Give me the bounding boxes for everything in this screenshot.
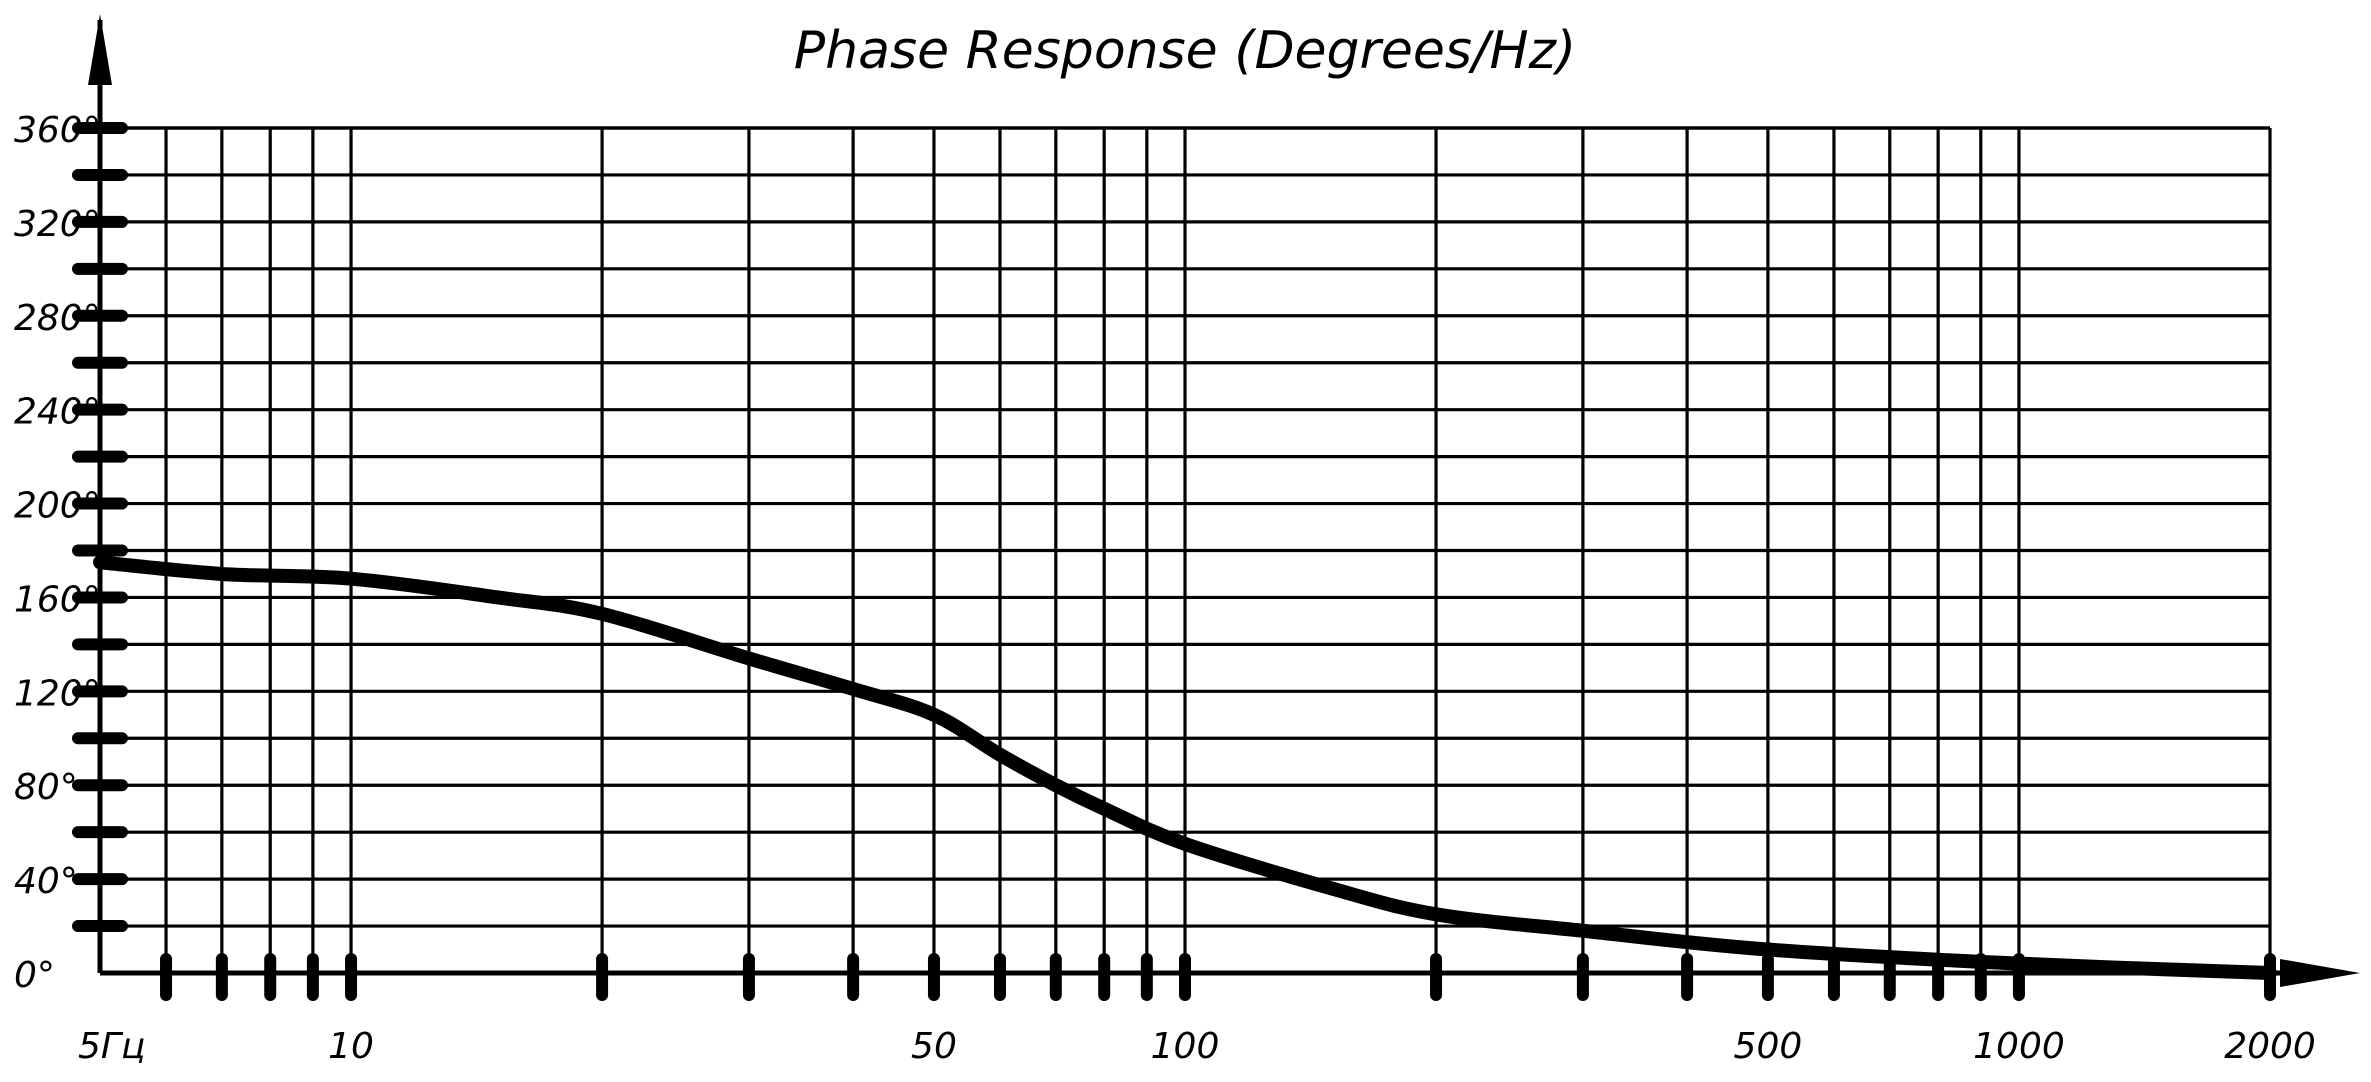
data-point [2016,961,2021,966]
y-tick-label: 280° [14,298,101,339]
data-point [746,656,751,661]
data-point [1765,947,1770,952]
y-tick-label: 360° [14,110,101,151]
y-tick-label: 200° [14,486,101,527]
chart-title: Phase Response (Degrees/Hz) [794,21,1576,81]
x-tick-label: 500 [1734,1026,1803,1067]
data-point [1329,886,1334,891]
data-point [2268,971,2272,975]
data-point [219,571,224,576]
data-point [851,686,856,691]
x-tick-label: 5Гц [78,1026,145,1067]
y-axis-arrow [88,14,112,85]
x-tick-label: 2000 [2224,1026,2316,1067]
y-tick-label: 160° [14,579,101,620]
data-point [1434,912,1439,917]
x-tick-label: 100 [1151,1026,1220,1067]
x-axis-arrow [2280,959,2360,987]
y-tick-label: 0° [14,955,55,996]
y-tick-label: 320° [14,204,101,245]
series-layer [93,555,2277,980]
data-point [349,576,354,581]
y-tick-label: 80° [14,767,78,808]
data-point [997,752,1002,757]
grid [100,126,2272,973]
x-tick-label: 50 [911,1026,957,1067]
y-tick-label: 240° [14,392,101,433]
x-tick-label: 10 [328,1026,374,1067]
y-tick-label: 120° [14,673,101,714]
data-point [495,595,500,600]
data-point [931,712,936,717]
data-point [600,611,605,616]
y-tick-label: 40° [14,861,78,902]
axis-ticks [72,122,2276,1001]
data-point [1102,806,1107,811]
x-tick-label: 1000 [1973,1026,2065,1067]
data-point [98,560,102,565]
data-point [1580,928,1585,933]
data-point [1053,783,1058,788]
tick-labels: 0° 40° 80° 120° 160° 200° 240° 280° 320° 360° 5Гц 1… [14,110,2316,1067]
data-point [1183,841,1187,846]
